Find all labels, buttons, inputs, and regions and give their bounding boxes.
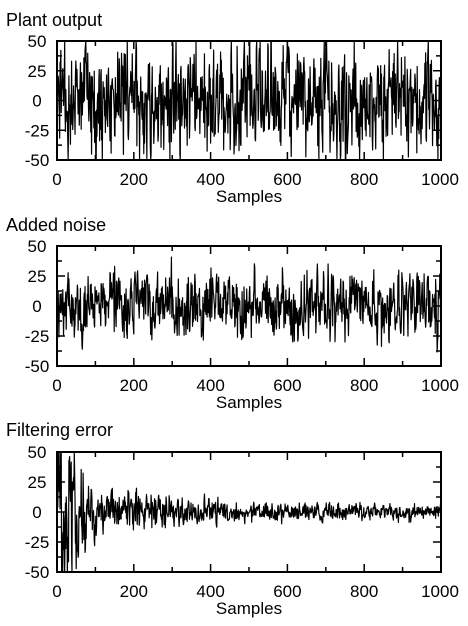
signal-line [56,451,442,573]
y-tick-label: 50 [28,443,47,462]
x-axis-label: Samples [216,187,282,206]
y-tick-label: 0 [32,297,41,316]
x-tick-label: 200 [120,582,148,601]
x-tick-label: 1000 [421,582,459,601]
signal-line [56,40,442,161]
x-tick-label: 600 [273,582,301,601]
x-axis-label: Samples [216,599,282,618]
signal-line [56,256,442,353]
y-tick-label: 25 [28,473,47,492]
y-tick-label: -25 [25,533,50,552]
y-tick-label: 0 [32,92,41,111]
x-tick-label: 800 [350,170,378,189]
panel-title: Filtering error [6,420,113,440]
y-tick-label: 25 [28,62,47,81]
x-tick-label: 800 [350,582,378,601]
x-tick-label: 0 [52,170,61,189]
y-tick-label: 25 [28,267,47,286]
x-tick-label: 400 [196,376,224,395]
y-tick-label: -50 [25,357,50,376]
x-tick-label: 1000 [421,170,459,189]
panel-title: Added noise [6,215,106,235]
x-axis-label: Samples [216,393,282,412]
x-tick-label: 400 [196,170,224,189]
y-tick-label: -25 [25,121,50,140]
y-tick-label: 50 [28,32,47,51]
panel-title: Plant output [6,10,102,30]
y-tick-label: 50 [28,237,47,256]
x-tick-label: 400 [196,582,224,601]
y-tick-label: -50 [25,151,50,170]
y-tick-label: -25 [25,327,50,346]
x-tick-label: 1000 [421,376,459,395]
x-tick-label: 600 [273,170,301,189]
y-tick-label: -50 [25,563,50,582]
x-tick-label: 800 [350,376,378,395]
x-tick-label: 0 [52,376,61,395]
x-tick-label: 200 [120,376,148,395]
y-tick-label: 0 [32,503,41,522]
x-tick-label: 0 [52,582,61,601]
x-tick-label: 600 [273,376,301,395]
x-tick-label: 200 [120,170,148,189]
